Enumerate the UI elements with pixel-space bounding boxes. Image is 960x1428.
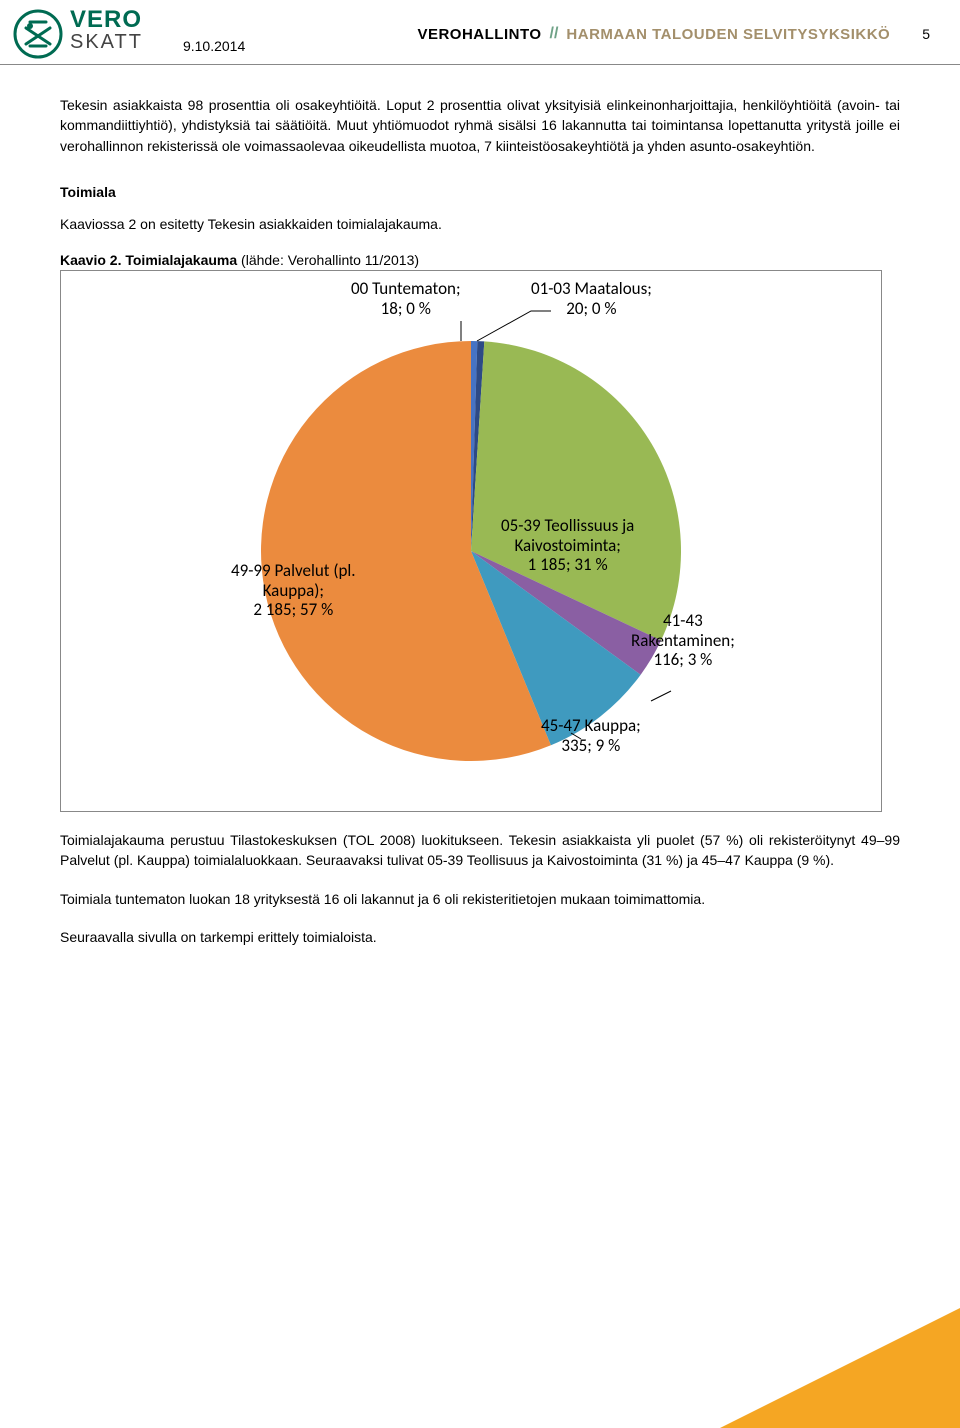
pie-label: 00 Tuntematon;18; 0 % xyxy=(351,279,461,318)
chart-caption: Kaavio 2. Toimialajakauma (lähde: Veroha… xyxy=(60,252,900,268)
header-separator: // xyxy=(550,25,559,43)
logo: VERO SKATT xyxy=(12,8,143,60)
page-header: VERO SKATT 9.10.2014 VEROHALLINTO // HAR… xyxy=(0,0,960,65)
unit-name: HARMAAN TALOUDEN SELVITYSYKSIKKÖ xyxy=(566,26,890,43)
pie-label: 01-03 Maatalous;20; 0 % xyxy=(531,279,652,318)
header-right: VEROHALLINTO // HARMAAN TALOUDEN SELVITY… xyxy=(417,25,930,43)
corner-decoration xyxy=(720,1308,960,1428)
pie-label: 41-43Rakentaminen;116; 3 % xyxy=(631,611,735,670)
leader-line xyxy=(651,691,671,701)
pie-label: 05-39 Teollissuus jaKaivostoiminta;1 185… xyxy=(501,516,634,575)
chart-caption-bold: Kaavio 2. Toimialajakauma xyxy=(60,252,237,268)
logo-text-skatt: SKATT xyxy=(70,32,143,52)
pie-label: 49-99 Palvelut (pl.Kauppa);2 185; 57 % xyxy=(231,561,356,620)
paragraph-3: Toimialajakauma perustuu Tilastokeskukse… xyxy=(60,830,900,871)
pie-label: 45-47 Kauppa;335; 9 % xyxy=(541,716,641,755)
document-date: 9.10.2014 xyxy=(183,38,245,60)
org-name: VEROHALLINTO xyxy=(417,26,541,43)
section-heading: Toimiala xyxy=(60,184,900,200)
page-number: 5 xyxy=(922,26,930,42)
paragraph-1: Tekesin asiakkaista 98 prosenttia oli os… xyxy=(60,95,900,156)
pie-chart: 00 Tuntematon;18; 0 % 01-03 Maatalous;20;… xyxy=(60,270,882,812)
logo-text-vero: VERO xyxy=(70,8,143,32)
logo-text: VERO SKATT xyxy=(70,8,143,52)
paragraph-2: Kaaviossa 2 on esitetty Tekesin asiakkai… xyxy=(60,214,900,234)
vero-logo-icon xyxy=(12,8,64,60)
paragraph-5: Seuraavalla sivulla on tarkempi erittely… xyxy=(60,927,900,947)
chart-caption-rest: (lähde: Verohallinto 11/2013) xyxy=(237,252,419,268)
paragraph-4: Toimiala tuntematon luokan 18 yrityksest… xyxy=(60,889,900,909)
page-content: Tekesin asiakkaista 98 prosenttia oli os… xyxy=(0,65,960,985)
